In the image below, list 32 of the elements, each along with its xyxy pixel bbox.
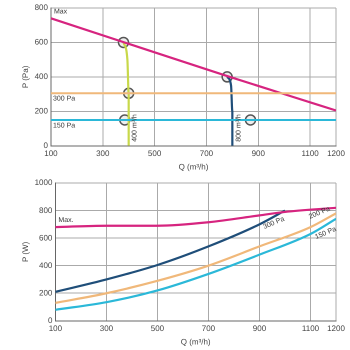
y-axis-title: P (W) [21,241,30,262]
x-tick-label: 300 [100,324,114,333]
x-tick-label: 700 [200,148,214,158]
x-tick-label: 500 [150,324,165,333]
y-axis-title: P (Pa) [21,65,30,88]
x-tick-label: 700 [202,324,216,333]
x-tick-label: 1200 [327,148,346,158]
x-tick-label: 100 [44,148,58,158]
y-tick-label: 200 [39,288,53,298]
x-tick-label: 1200 [327,324,346,333]
x-tick-label: 100 [48,324,63,333]
y-tick-label: 0 [43,141,48,150]
y-tick-label: 200 [34,106,48,116]
line-series [55,209,286,293]
x-tick-label: 500 [148,148,162,158]
y-tick-label: 400 [34,72,48,82]
y-tick-label: 1000 [34,178,53,188]
x-tick-label: 1100 [302,324,320,333]
y-tick-label: 0 [48,316,53,326]
y-tick-label: 600 [39,233,53,242]
x-tick-label: 900 [252,148,266,158]
y-tick-label: 600 [34,38,48,47]
y-tick-label: 400 [39,260,53,270]
x-axis-title: Q (m³/h) [178,162,209,172]
y-tick-label: 800 [39,206,53,215]
line-series [50,17,336,112]
x-tick-label: 900 [252,324,267,333]
x-tick-label: 300 [96,148,110,158]
line-series [55,206,336,228]
x-tick-label: 1100 [301,148,320,158]
y-tick-label: 800 [34,3,48,12]
x-axis-title: Q (m³/h) [180,337,211,346]
